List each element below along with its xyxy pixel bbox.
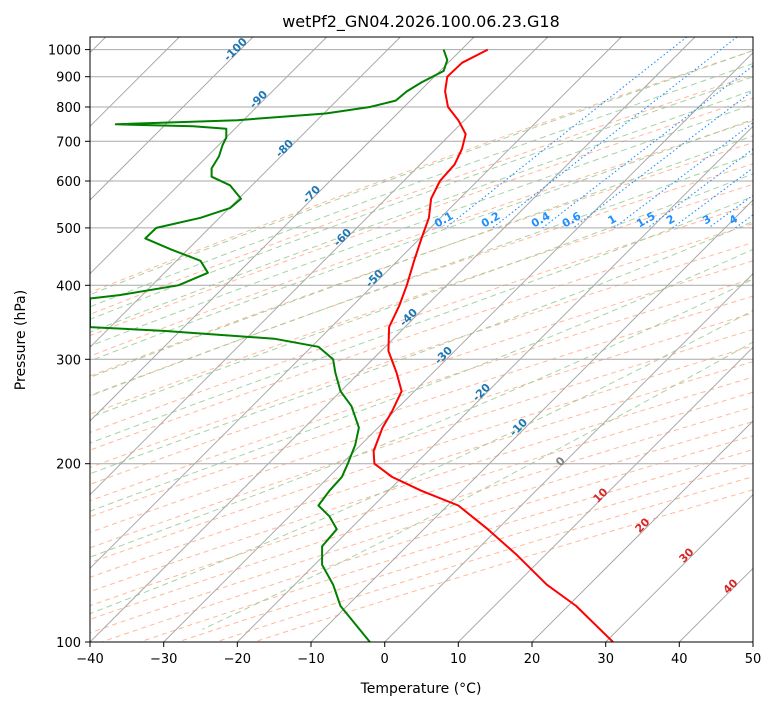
dry-adiabat <box>90 223 753 451</box>
y-axis-ticks: 1000 900 800 700 600 500 400 300 200 100 <box>48 44 90 651</box>
mixing-ratio-lines <box>445 37 753 229</box>
skewed-isotherm <box>236 125 753 642</box>
dry-adiabat <box>90 50 753 293</box>
y-tick-label: 400 <box>56 279 81 294</box>
y-tick-label: 700 <box>56 135 81 150</box>
dry-adiabat <box>90 142 753 377</box>
skewed-isotherm <box>310 199 753 642</box>
skewed-isotherm <box>531 420 753 642</box>
mixing-ratio-line <box>542 65 753 229</box>
x-tick-label: 40 <box>671 652 688 667</box>
moist-adiabat <box>90 173 753 419</box>
mixing-ratio-line <box>613 122 753 229</box>
profile-series <box>90 48 614 642</box>
dry-adiabat <box>101 435 753 642</box>
temperature-line <box>372 48 614 642</box>
dry-adiabat <box>90 329 753 549</box>
x-tick-label: −20 <box>224 652 251 667</box>
skewed-isotherm <box>90 37 401 349</box>
y-tick-label: 500 <box>56 222 81 237</box>
moist-adiabat <box>90 195 753 444</box>
x-tick-label: −40 <box>76 652 103 667</box>
moist-adiabat <box>90 63 753 308</box>
y-tick-label: 200 <box>56 458 81 473</box>
dry-adiabat <box>90 241 753 469</box>
skewed-isotherm <box>90 37 622 570</box>
skewed-isotherms <box>90 37 753 642</box>
moist-adiabat <box>201 341 753 630</box>
y-tick-label: 600 <box>56 175 81 190</box>
dewpoint-line <box>90 49 449 642</box>
skewed-isotherm <box>457 346 753 642</box>
dry-adiabat <box>177 462 753 642</box>
moist-adiabat <box>90 103 753 347</box>
skewed-isotherm <box>90 37 254 201</box>
moist-adiabat <box>90 309 753 615</box>
x-tick-label: 10 <box>450 652 467 667</box>
skewed-isotherm <box>90 37 696 642</box>
dry-adiabat <box>90 391 753 607</box>
plot-frame <box>89 36 754 643</box>
dry-adiabat <box>90 97 753 337</box>
x-tick-label: −30 <box>150 652 177 667</box>
plot-background <box>90 37 753 642</box>
skewed-isotherm <box>605 493 753 642</box>
x-tick-label: 20 <box>524 652 541 667</box>
x-axis-label: Temperature (°C) <box>360 681 482 697</box>
mixing-ratio-line <box>445 37 688 229</box>
skewed-isotherm <box>384 272 753 642</box>
moist-adiabat <box>90 135 753 378</box>
x-tick-label: 30 <box>597 652 614 667</box>
dry-adiabat <box>90 312 753 534</box>
chart-title: wetPf2_GN04.2026.100.06.23.G18 <box>282 12 560 32</box>
dry-adiabat <box>90 361 753 578</box>
x-tick-label: 0 <box>381 652 389 667</box>
y-tick-label: 300 <box>56 353 81 368</box>
skewed-isotherm <box>163 51 753 642</box>
pressure-gridlines <box>90 49 753 642</box>
y-tick-label: 1000 <box>48 44 81 59</box>
dry-adiabat <box>254 489 753 642</box>
skewed-isotherm <box>90 37 475 422</box>
y-tick-label: 800 <box>56 101 81 116</box>
dry-adiabat <box>90 163 753 396</box>
skewed-isotherm <box>90 37 549 496</box>
dry-adiabat <box>90 74 753 315</box>
moist-adiabat <box>90 50 753 296</box>
y-tick-label: 900 <box>56 71 81 86</box>
plot-area <box>90 37 753 642</box>
x-tick-label: −10 <box>297 652 324 667</box>
y-axis-label: Pressure (hPa) <box>13 290 29 390</box>
x-tick-label: 50 <box>745 652 762 667</box>
mixing-ratio-line <box>672 167 753 229</box>
dry-adiabat <box>90 421 753 634</box>
y-tick-label: 100 <box>56 636 81 651</box>
x-axis-ticks: −40 −30 −20 −10 0 10 20 30 40 50 <box>76 642 761 667</box>
